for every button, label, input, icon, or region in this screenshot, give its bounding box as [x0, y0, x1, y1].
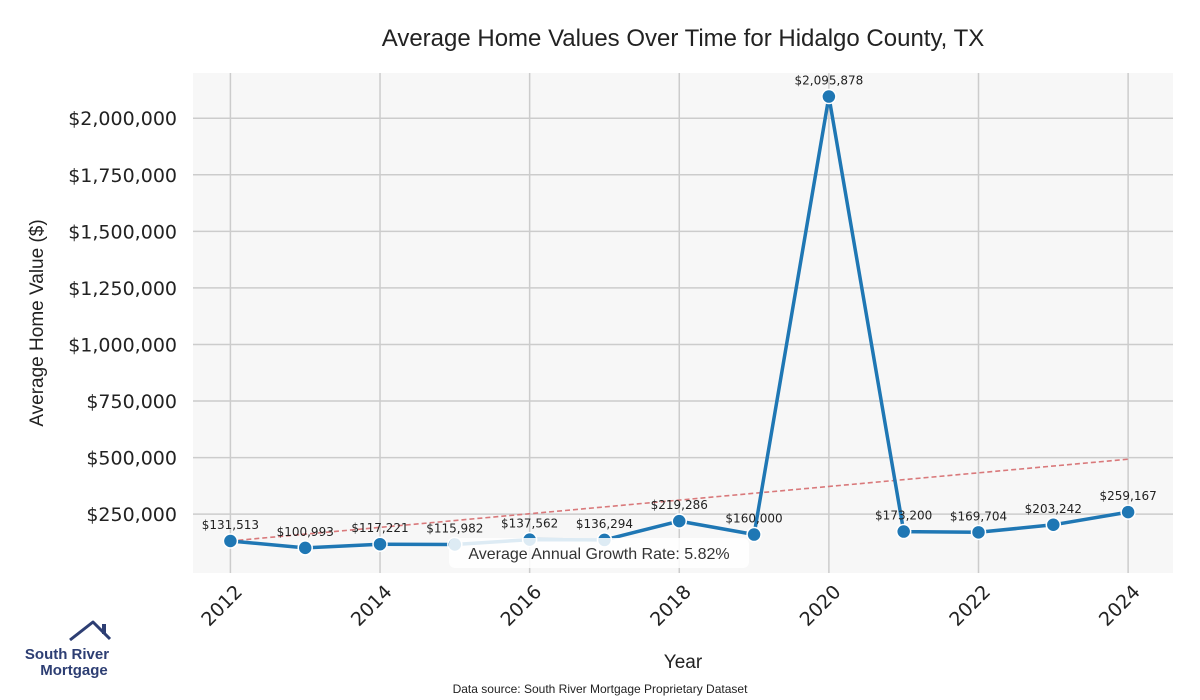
y-axis-title: Average Home Value ($) [27, 219, 48, 426]
y-tick-label: $750,000 [86, 391, 177, 413]
x-tick-label: 2022 [945, 581, 995, 631]
data-label-2014: $117,221 [351, 521, 408, 535]
x-tick-label: 2014 [347, 581, 397, 631]
x-tick-label: 2020 [796, 581, 846, 631]
data-point-2020 [821, 88, 837, 105]
data-label-2019: $160,000 [725, 512, 782, 526]
x-ticks: 2012 2014 2016 2018 2020 2022 2024 [197, 581, 1144, 631]
data-labels: $131,513 $100,993 $117,221 $115,982 $137,562… [202, 74, 1157, 539]
data-label-2020: $2,095,878 [795, 74, 864, 88]
data-point-2019 [746, 526, 762, 543]
data-label-2024: $259,167 [1099, 489, 1156, 503]
data-label-2023: $203,242 [1025, 502, 1082, 516]
y-ticks: $250,000 $500,000 $750,000 $1,000,000 $1,250… [68, 108, 177, 526]
trendline-group [230, 458, 1129, 542]
y-tick-label: $1,250,000 [68, 278, 177, 300]
data-point-2024 [1120, 504, 1136, 520]
plot-background [193, 73, 1173, 573]
data-label-2022: $169,704 [950, 509, 1007, 523]
data-point-2013 [297, 540, 313, 556]
data-point-2014 [372, 536, 388, 552]
logo-text-line1: South River [25, 646, 109, 663]
growth-annotation: Average Annual Growth Rate: 5.82% [449, 538, 749, 568]
data-label-2017: $136,294 [576, 517, 633, 531]
company-logo: South River Mortgage [25, 620, 112, 679]
grid [193, 73, 1173, 573]
y-tick-label: $1,000,000 [68, 334, 177, 356]
data-point-2022 [970, 524, 987, 541]
data-point-2018 [671, 513, 688, 529]
data-label-2013: $100,993 [277, 525, 334, 539]
house-roof-icon [69, 620, 112, 642]
data-label-2021: $173,200 [875, 509, 932, 523]
y-tick-label: $250,000 [86, 504, 177, 526]
chart-title: Average Home Values Over Time for Hidalg… [382, 25, 985, 52]
x-tick-label: 2016 [496, 581, 546, 631]
data-point-2021 [895, 523, 912, 540]
logo-text-line2: Mortgage [40, 662, 108, 679]
data-point-2023 [1045, 517, 1062, 533]
data-label-2016: $137,562 [501, 517, 558, 531]
x-tick-label: 2024 [1095, 581, 1145, 631]
data-label-2012: $131,513 [202, 518, 259, 532]
data-label-2015: $115,982 [426, 521, 483, 535]
y-tick-label: $500,000 [86, 448, 177, 470]
x-axis-title: Year [664, 652, 703, 673]
y-tick-label: $1,750,000 [68, 165, 177, 187]
growth-annotation-text: Average Annual Growth Rate: 5.82% [468, 546, 729, 563]
x-tick-label: 2012 [197, 581, 247, 631]
x-tick-label: 2018 [646, 581, 696, 631]
trendline [230, 458, 1129, 542]
data-source-note: Data source: South River Mortgage Propri… [453, 682, 748, 696]
y-tick-label: $1,500,000 [68, 221, 177, 243]
data-point-2012 [222, 533, 239, 549]
y-tick-label: $2,000,000 [68, 108, 177, 130]
growth-annotation-box [449, 538, 749, 568]
data-label-2018: $219,286 [651, 498, 708, 512]
